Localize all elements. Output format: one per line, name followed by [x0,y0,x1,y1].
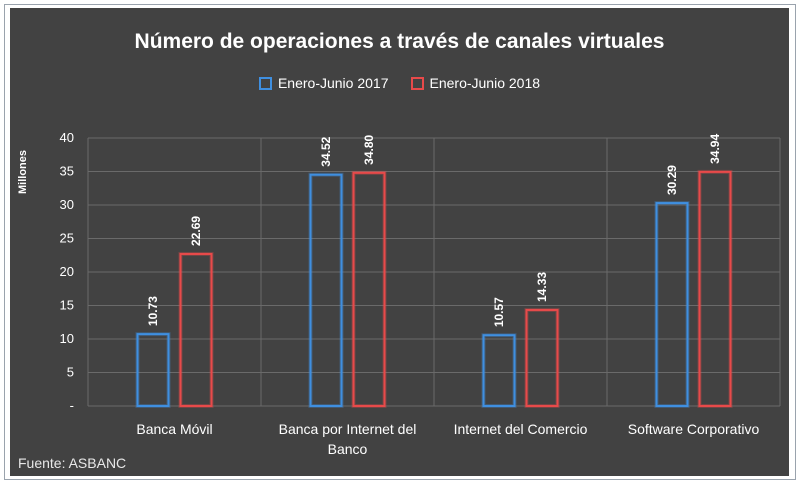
bar-glow [654,201,690,408]
bar [482,334,516,407]
chart-plot: - 5 10 15 20 25 30 35 40 10.73 22.69 34.52 34.80 10.5… [60,130,781,413]
bar-glow [308,172,344,408]
data-label: 34.94 [708,134,722,164]
legend-label-2017: Enero-Junio 2017 [277,75,389,91]
data-label: 14.33 [535,272,549,302]
x-tick-label: Banca Móvil [136,421,213,437]
bar [698,170,732,407]
bar [352,171,386,407]
chart-legend: Enero-Junio 2017 Enero-Junio 2018 [10,75,789,91]
data-label: 30.29 [665,165,679,195]
legend-swatch-2017 [258,76,272,90]
chart-title: Número de operaciones a través de canale… [134,30,665,53]
data-label: 10.73 [146,296,160,326]
chart-panel: Número de operaciones a través de canale… [10,8,789,476]
data-label: 10.57 [492,297,506,327]
bar-glow [524,307,560,409]
bar-glow [481,333,517,408]
data-label: 34.52 [319,136,333,166]
x-tick-label: Software Corporativo [627,421,760,437]
y-tick-label: 30 [60,197,74,212]
bar-glow [351,170,387,408]
y-tick-label: 40 [60,130,74,145]
y-tick-label: 25 [60,231,74,246]
data-label: 22.69 [189,216,203,246]
x-tick-label: Banca por Internet del Banco [278,421,417,457]
y-tick-label: 20 [60,264,74,279]
bar [136,333,170,408]
bar [525,308,559,408]
legend-label-2018: Enero-Junio 2018 [429,75,541,91]
y-tick-label: 15 [60,298,74,313]
y-tick-label: - [70,398,74,413]
bar-glow [135,332,171,409]
bar-glow [697,169,733,408]
data-label: 34.80 [362,134,376,164]
x-tick-label: Internet del Comercio [453,421,588,437]
y-tick-label: 35 [60,164,74,179]
bar-glow [178,251,214,408]
bar [309,173,343,407]
source-note: Fuente: ASBANC [18,455,127,471]
y-tick-label: 5 [67,365,74,380]
legend-item-2017: Enero-Junio 2017 [258,75,389,91]
legend-swatch-2018 [410,76,424,90]
bar [179,252,213,407]
y-tick-label: 10 [60,331,74,346]
legend-item-2018: Enero-Junio 2018 [410,75,541,91]
bar [655,202,689,407]
